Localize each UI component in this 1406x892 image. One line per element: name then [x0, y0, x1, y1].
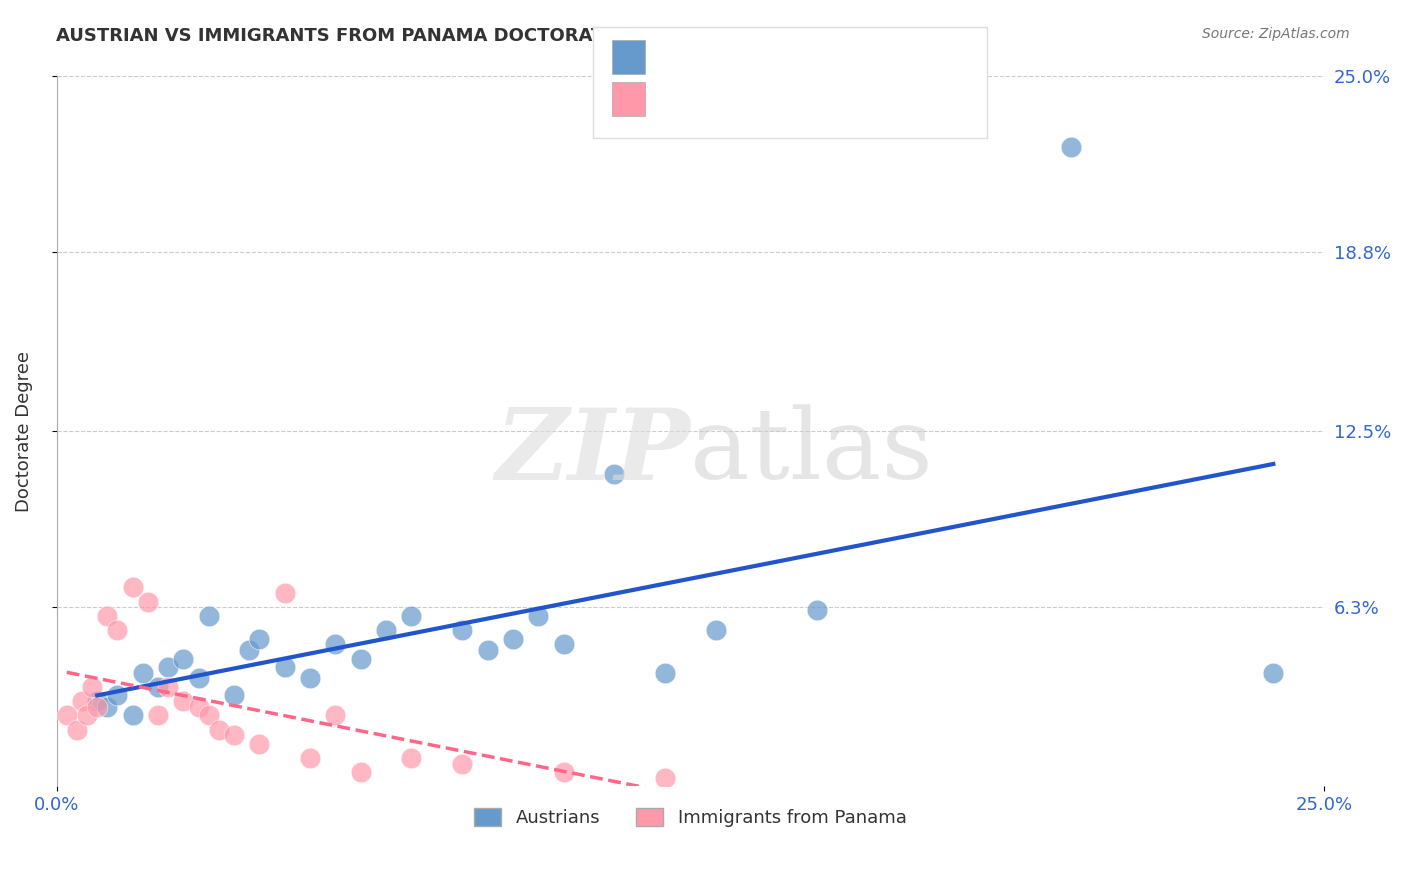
- Point: [76, 708, 98, 723]
- Point: [806, 603, 828, 617]
- Point: [107, 689, 129, 703]
- Point: [70, 694, 93, 708]
- Point: [350, 765, 373, 780]
- Point: [146, 680, 169, 694]
- Point: [136, 594, 159, 608]
- Point: [146, 708, 169, 723]
- Point: [66, 723, 89, 737]
- Point: [502, 632, 524, 646]
- Point: [187, 699, 209, 714]
- Point: [299, 672, 322, 686]
- Point: [654, 665, 676, 680]
- Point: [274, 660, 297, 674]
- Point: [86, 699, 108, 714]
- Point: [704, 623, 727, 637]
- Point: [197, 608, 219, 623]
- Point: [553, 765, 575, 780]
- Point: [325, 637, 347, 651]
- Point: [222, 728, 245, 742]
- Point: [401, 608, 423, 623]
- Point: [107, 623, 129, 637]
- Text: atlas: atlas: [690, 404, 934, 500]
- Point: [121, 581, 143, 595]
- Point: [172, 651, 194, 665]
- Text: R =  0.393    N = 30: R = 0.393 N = 30: [657, 42, 838, 60]
- Point: [247, 632, 270, 646]
- Point: [238, 643, 260, 657]
- Point: [222, 689, 245, 703]
- Text: R = -0.215   N = 26: R = -0.215 N = 26: [657, 85, 834, 103]
- Point: [208, 723, 231, 737]
- Point: [55, 708, 77, 723]
- Point: [1263, 665, 1285, 680]
- Point: [350, 651, 373, 665]
- Point: [325, 708, 347, 723]
- Point: [603, 467, 626, 481]
- Text: ZIP: ZIP: [495, 404, 690, 500]
- Point: [157, 660, 180, 674]
- Point: [299, 751, 322, 765]
- Point: [86, 694, 108, 708]
- Point: [274, 586, 297, 600]
- Point: [654, 771, 676, 785]
- Point: [96, 608, 118, 623]
- Text: AUSTRIAN VS IMMIGRANTS FROM PANAMA DOCTORATE DEGREE CORRELATION CHART: AUSTRIAN VS IMMIGRANTS FROM PANAMA DOCTO…: [56, 27, 924, 45]
- Point: [157, 680, 180, 694]
- Point: [82, 680, 104, 694]
- Point: [401, 751, 423, 765]
- Y-axis label: Doctorate Degree: Doctorate Degree: [15, 351, 32, 511]
- Text: Source: ZipAtlas.com: Source: ZipAtlas.com: [1202, 27, 1350, 41]
- Point: [121, 708, 143, 723]
- Point: [96, 699, 118, 714]
- Point: [197, 708, 219, 723]
- Point: [132, 665, 155, 680]
- Point: [553, 637, 575, 651]
- Point: [451, 623, 474, 637]
- Legend: Austrians, Immigrants from Panama: Austrians, Immigrants from Panama: [467, 800, 914, 834]
- Point: [172, 694, 194, 708]
- Point: [1059, 139, 1081, 153]
- Point: [477, 643, 499, 657]
- Point: [527, 608, 550, 623]
- Point: [451, 756, 474, 771]
- Point: [375, 623, 398, 637]
- Point: [187, 672, 209, 686]
- Point: [247, 737, 270, 751]
